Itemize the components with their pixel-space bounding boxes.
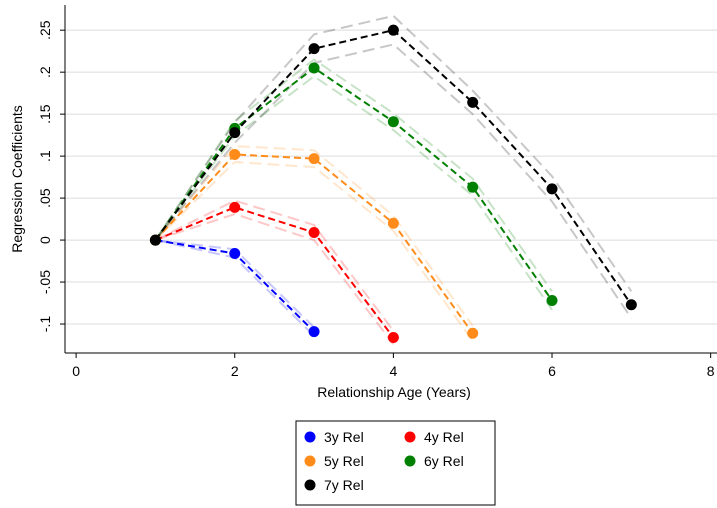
y-tick-label: 0 xyxy=(37,236,53,244)
legend-label: 4y Rel xyxy=(424,429,464,445)
series-line xyxy=(154,153,474,334)
legend-box xyxy=(295,420,496,506)
data-point xyxy=(387,217,399,229)
data-point xyxy=(308,227,320,239)
x-tick-label: 8 xyxy=(707,363,715,379)
data-point xyxy=(546,183,558,195)
data-point xyxy=(229,148,241,160)
data-point xyxy=(308,62,320,74)
ci-line xyxy=(154,199,395,332)
data-point xyxy=(387,331,399,343)
data-point xyxy=(467,327,479,339)
data-point xyxy=(546,295,558,307)
data-point xyxy=(467,181,479,193)
ci-line xyxy=(154,160,474,342)
ci-line xyxy=(155,212,395,345)
data-point xyxy=(387,24,399,36)
y-tick-label: -.1 xyxy=(37,316,53,333)
legend-marker xyxy=(404,455,416,467)
data-point xyxy=(387,116,399,128)
ci-line xyxy=(154,14,633,292)
data-point xyxy=(149,234,161,246)
legend-marker xyxy=(404,431,416,443)
ci-line xyxy=(154,58,553,292)
data-point xyxy=(229,248,241,260)
legend-marker xyxy=(304,431,316,443)
legend-marker xyxy=(304,479,316,491)
legend-marker xyxy=(304,455,316,467)
y-axis-title: Regression Coefficients xyxy=(9,105,25,253)
y-tick-label: .2 xyxy=(37,66,53,78)
y-tick-label: .15 xyxy=(37,104,53,124)
data-point xyxy=(308,153,320,165)
x-tick-label: 4 xyxy=(389,363,397,379)
series-line xyxy=(154,29,633,306)
legend-label: 5y Rel xyxy=(324,453,364,469)
x-tick-label: 0 xyxy=(72,363,80,379)
legend-label: 6y Rel xyxy=(424,453,464,469)
data-point xyxy=(308,326,320,338)
series-line xyxy=(155,206,395,339)
legend-label: 7y Rel xyxy=(324,477,364,493)
y-tick-label: .05 xyxy=(37,188,53,208)
ci-line xyxy=(154,145,474,327)
legend-label: 3y Rel xyxy=(324,429,364,445)
ci-line xyxy=(154,43,633,319)
y-tick-label: .1 xyxy=(37,150,53,162)
y-tick-label: -.05 xyxy=(37,270,53,294)
data-point xyxy=(467,96,479,108)
data-point xyxy=(308,43,320,55)
x-tick-label: 6 xyxy=(548,363,556,379)
x-tick-label: 2 xyxy=(231,363,239,379)
x-axis-title: Relationship Age (Years) xyxy=(317,384,471,400)
data-point xyxy=(625,299,637,311)
data-point xyxy=(229,201,241,213)
y-tick-label: .25 xyxy=(37,20,53,40)
series-line xyxy=(154,66,553,302)
data-point xyxy=(229,127,241,139)
ci-line xyxy=(154,75,553,311)
